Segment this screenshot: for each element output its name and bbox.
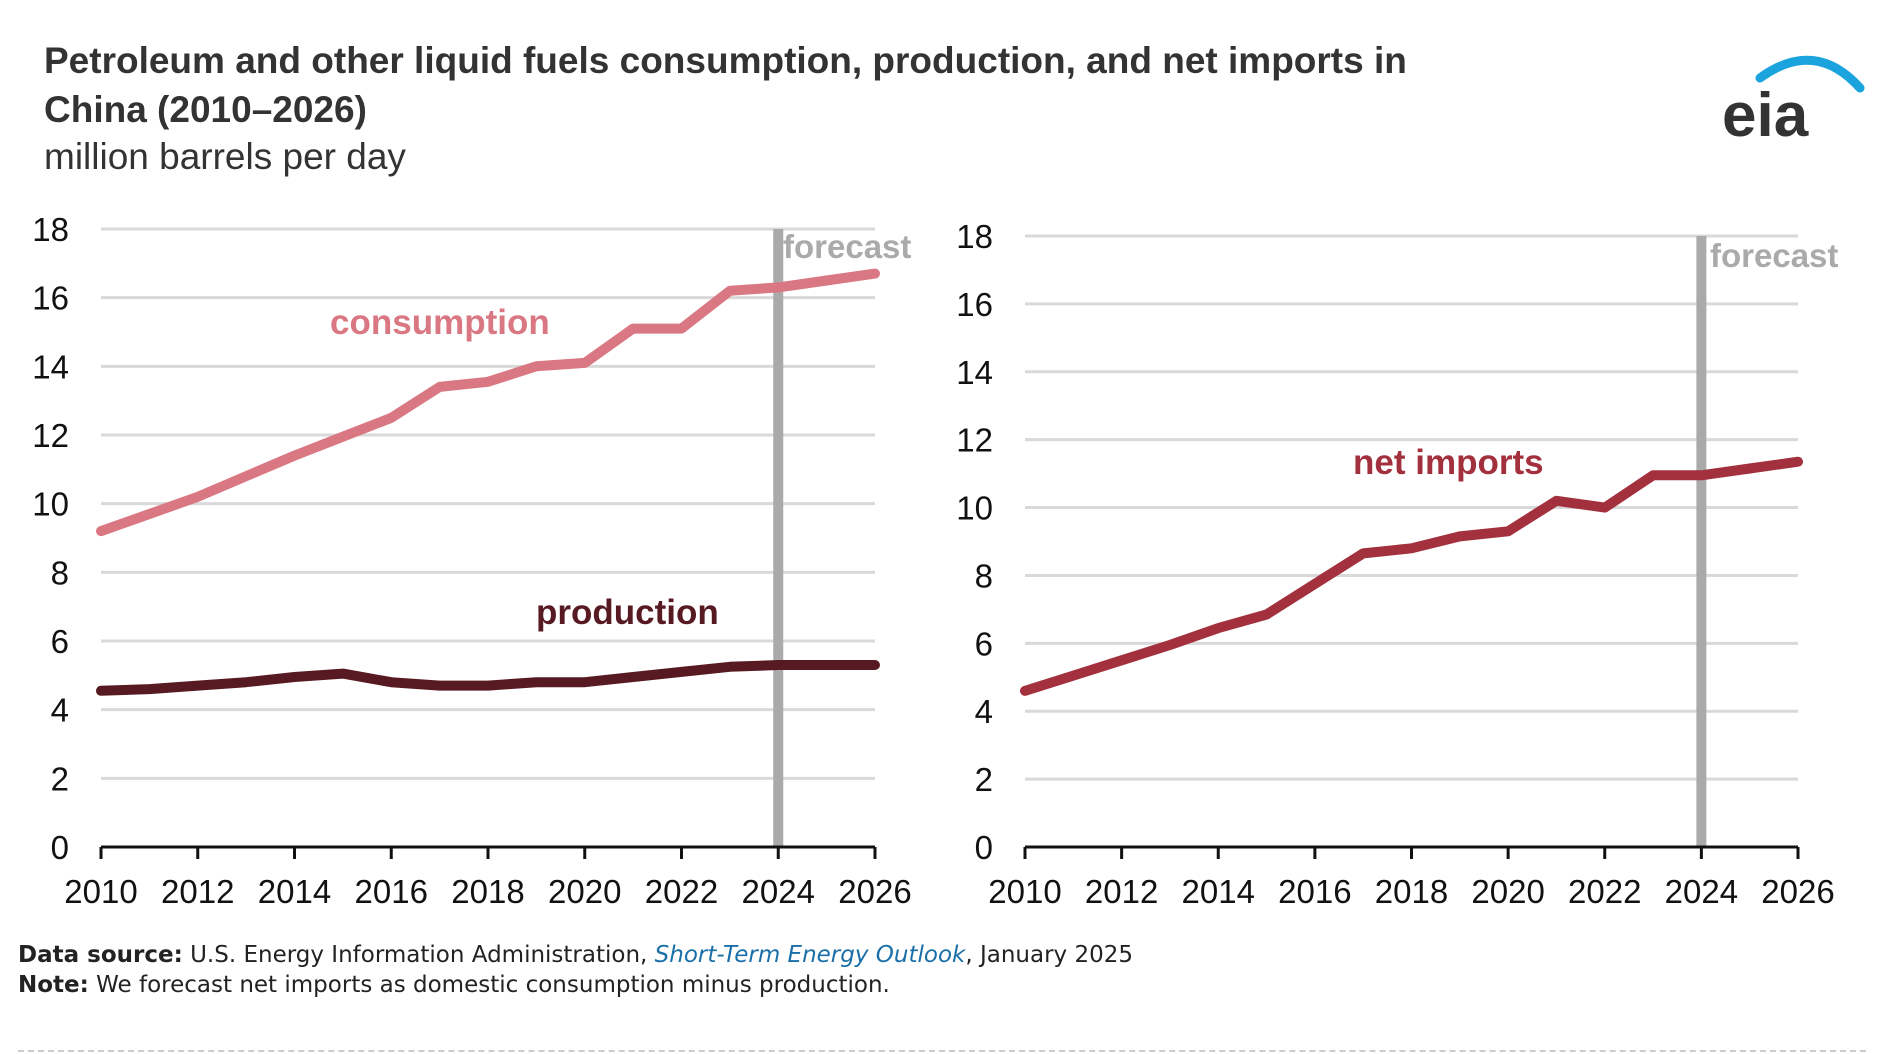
x-tick-label: 2022 <box>645 873 718 910</box>
chart-subtitle: million barrels per day <box>44 136 406 177</box>
y-tick-label: 4 <box>51 692 69 729</box>
y-tick-label: 16 <box>32 280 69 317</box>
x-tick-label: 2016 <box>1278 873 1351 910</box>
y-tick-label: 8 <box>51 554 69 591</box>
x-tick-label: 2026 <box>1761 873 1834 910</box>
y-tick-label: 10 <box>956 490 993 527</box>
y-tick-label: 14 <box>32 348 69 385</box>
y-tick-label: 2 <box>975 761 993 798</box>
x-tick-label: 2010 <box>64 873 137 910</box>
eia-logo: eia <box>1722 55 1865 148</box>
consumption-label: consumption <box>330 303 550 342</box>
data-source: Data source: U.S. Energy Information Adm… <box>18 942 1133 968</box>
x-tick-label: 2024 <box>742 873 815 910</box>
x-tick-label: 2018 <box>1375 873 1448 910</box>
svg-text:eia: eia <box>1722 81 1809 148</box>
production-label: production <box>536 593 719 632</box>
source-label: Data source: <box>18 942 183 968</box>
x-tick-label: 2022 <box>1568 873 1641 910</box>
x-tick-label: 2020 <box>548 873 621 910</box>
bottom-divider <box>18 1050 1866 1052</box>
source-date: , January 2025 <box>965 942 1134 968</box>
x-tick-label: 2024 <box>1665 873 1738 910</box>
y-tick-label: 0 <box>975 829 993 866</box>
y-tick-label: 6 <box>975 625 993 662</box>
source-link[interactable]: Short-Term Energy Outlook <box>654 942 966 968</box>
y-tick-label: 6 <box>51 623 69 660</box>
production-line <box>96 660 880 696</box>
x-tick-label: 2026 <box>838 873 911 910</box>
y-tick-label: 0 <box>51 829 69 866</box>
x-tick-label: 2020 <box>1471 873 1544 910</box>
y-tick-label: 12 <box>32 417 69 454</box>
y-tick-label: 10 <box>32 486 69 523</box>
x-tick-label: 2012 <box>161 873 234 910</box>
forecast-label: forecast <box>1710 237 1838 274</box>
x-tick-label: 2010 <box>988 873 1061 910</box>
forecast-label: forecast <box>783 228 911 265</box>
x-tick-label: 2012 <box>1085 873 1158 910</box>
chart-title: Petroleum and other liquid fuels consump… <box>44 40 1407 130</box>
y-tick-label: 2 <box>51 760 69 797</box>
x-tick-label: 2014 <box>1182 873 1255 910</box>
y-tick-label: 12 <box>956 422 993 459</box>
note: Note: We forecast net imports as domesti… <box>18 972 890 998</box>
note-text: We forecast net imports as domestic cons… <box>96 972 890 998</box>
y-tick-label: 14 <box>956 354 993 391</box>
x-tick-label: 2014 <box>258 873 331 910</box>
x-tick-label: 2018 <box>451 873 524 910</box>
y-tick-label: 16 <box>956 286 993 323</box>
source-text: U.S. Energy Information Administration, <box>190 942 655 968</box>
x-tick-label: 2016 <box>355 873 428 910</box>
note-label: Note: <box>18 972 89 998</box>
y-tick-label: 4 <box>975 693 993 730</box>
y-tick-label: 8 <box>975 557 993 594</box>
y-tick-label: 18 <box>32 211 69 248</box>
y-tick-label: 18 <box>956 218 993 255</box>
net-imports-label: net imports <box>1353 443 1544 482</box>
